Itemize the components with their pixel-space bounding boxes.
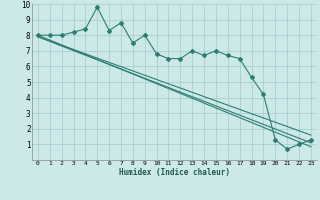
X-axis label: Humidex (Indice chaleur): Humidex (Indice chaleur): [119, 168, 230, 177]
